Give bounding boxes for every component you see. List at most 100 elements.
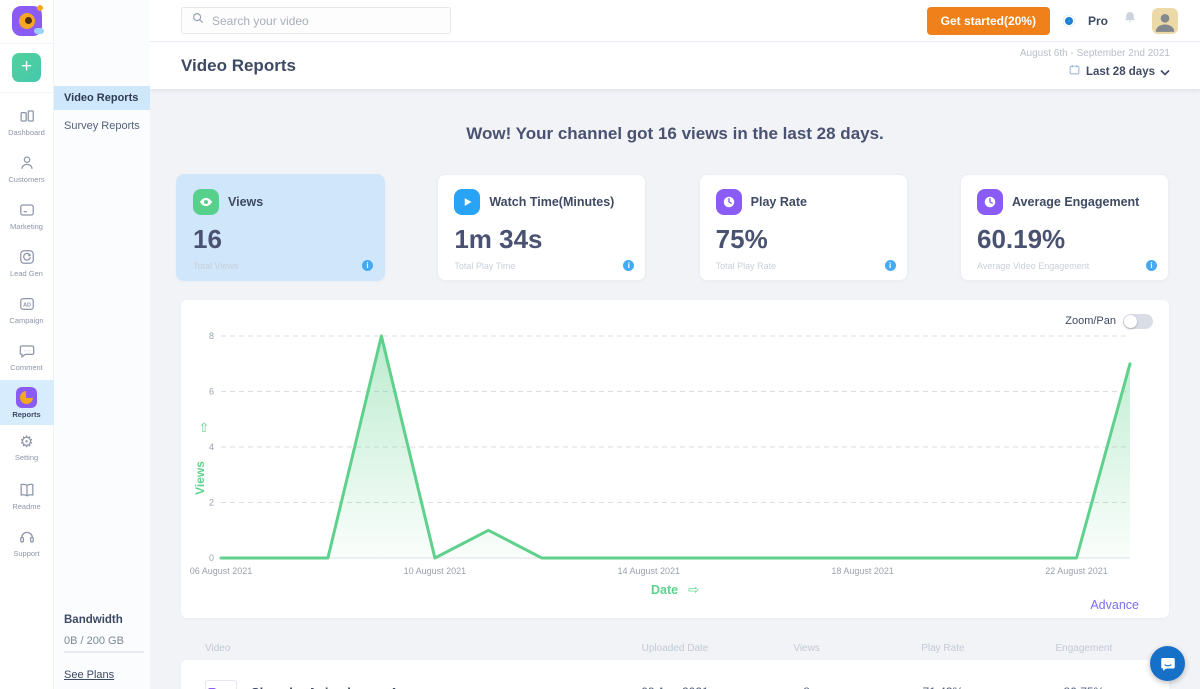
sidebar-item-setting[interactable]: ⚙ Setting xyxy=(14,434,39,463)
card-value: 16 xyxy=(193,224,222,254)
col-play-rate-header: Play Rate xyxy=(921,643,965,654)
svg-text:22 August 2021: 22 August 2021 xyxy=(1045,566,1108,576)
col-video-header: Video xyxy=(205,643,231,654)
page-title: Video Reports xyxy=(181,55,296,75)
watch-time-card[interactable]: Watch Time(Minutes) 1m 34s Total Play Ti… xyxy=(437,174,647,281)
reports-sub-sidebar: Video Reports Survey Reports Bandwidth 0… xyxy=(54,0,150,689)
play-rate-card[interactable]: Play Rate 75% Total Play Rate i xyxy=(698,174,908,281)
show-logo-icon xyxy=(11,5,44,36)
avg-engagement-card[interactable]: Average Engagement 60.19% Average Video … xyxy=(959,174,1169,281)
col-engagement-header: Engagement xyxy=(1055,643,1113,654)
sidebar-item-lead-gen[interactable]: Lead Gen xyxy=(0,239,54,286)
search-box xyxy=(181,7,451,34)
eye-icon xyxy=(193,189,219,215)
zoom-pan-toggle[interactable] xyxy=(1123,313,1153,329)
svg-text:14 August 2021: 14 August 2021 xyxy=(617,566,680,576)
comment-icon: ··· xyxy=(17,341,37,361)
main-column: Get started(20%) Pro Video Reports Augus… xyxy=(150,0,1200,689)
views-chart-card: Zoom/Pan 0 2 4 6 8 06 August 2021 10 August 20… xyxy=(181,300,1169,618)
topbar-right: Get started(20%) Pro xyxy=(926,6,1178,35)
range-selector-dropdown[interactable]: Last 28 days xyxy=(1068,63,1170,81)
views-over-time-chart[interactable]: 0 2 4 6 8 06 August 2021 10 August 2021 14 Augu… xyxy=(181,330,1168,580)
sidebar-item-support[interactable]: Support xyxy=(0,519,54,566)
info-icon[interactable]: i xyxy=(362,260,373,271)
app-logo[interactable] xyxy=(0,0,54,44)
sidebar-item-comment[interactable]: ··· Comment xyxy=(0,333,54,380)
info-icon[interactable]: i xyxy=(1145,260,1157,271)
campaign-ad-icon: AD xyxy=(17,294,37,314)
svg-text:4: 4 xyxy=(209,442,214,452)
report-content: Wow! Your channel got 16 views in the la… xyxy=(150,90,1200,689)
subnav-video-reports[interactable]: Video Reports xyxy=(54,86,150,110)
search-input[interactable] xyxy=(212,13,441,28)
bandwidth-label: Bandwidth xyxy=(64,614,123,626)
zoom-pan-label: Zoom/Pan xyxy=(1065,315,1116,327)
right-arrow-icon[interactable]: ⇨ xyxy=(688,582,699,597)
table-row[interactable]: Show Show by Animaker.mp4 09 Aug 2021 8 … xyxy=(205,670,1145,689)
card-title: Watch Time(Minutes) xyxy=(489,195,615,209)
bell-icon[interactable] xyxy=(1121,9,1139,32)
card-subtitle: Average Video Engagement xyxy=(976,260,1090,271)
page-header: Video Reports August 6th - September 2nd… xyxy=(150,42,1200,90)
views-card[interactable]: Views 16 Total Views i xyxy=(176,174,385,281)
get-started-button[interactable]: Get started(20%) xyxy=(926,6,1050,35)
svg-text:···: ··· xyxy=(23,347,30,354)
sidebar-item-reports[interactable]: Reports xyxy=(0,380,54,425)
card-subtitle: Total Play Time xyxy=(454,260,516,271)
clock-icon xyxy=(976,189,1003,215)
card-value: 1m 34s xyxy=(454,224,543,254)
videos-table-header: Video Uploaded Date Views Play Rate Enga… xyxy=(181,643,1169,654)
card-value: 75% xyxy=(715,224,768,254)
date-range-text: August 6th - September 2nd 2021 xyxy=(1019,48,1170,59)
create-video-button[interactable]: + xyxy=(12,53,41,82)
x-axis-label-row: Date ⇨ xyxy=(181,581,1169,599)
advance-link[interactable]: Advance xyxy=(1090,598,1139,612)
video-title: Show by Animaker.mp4 xyxy=(251,685,396,689)
info-icon[interactable]: i xyxy=(623,260,635,271)
lead-gen-icon xyxy=(17,247,37,267)
topbar: Get started(20%) Pro xyxy=(150,0,1200,42)
video-thumbnail: Show xyxy=(205,680,237,689)
play-rate-cell: 71.43% xyxy=(863,685,1023,689)
sidebar-nav: Dashboard Customers Marketing Lead Gen A… xyxy=(0,98,54,566)
play-icon xyxy=(454,189,481,215)
subnav-survey-reports[interactable]: Survey Reports xyxy=(64,120,140,132)
up-arrow-icon: ⇧ xyxy=(199,420,210,435)
stat-cards: Views 16 Total Views i Watch Time(Minute… xyxy=(176,174,1169,281)
chevron-down-icon xyxy=(1160,63,1170,81)
sidebar-item-campaign[interactable]: AD Campaign xyxy=(0,286,54,333)
svg-text:AD: AD xyxy=(23,302,31,308)
chat-widget-button[interactable] xyxy=(1150,646,1185,681)
sidebar-item-customers[interactable]: Customers xyxy=(0,145,54,192)
zoom-pan-row: Zoom/Pan xyxy=(181,300,1169,330)
card-subtitle: Total Play Rate xyxy=(715,260,777,271)
summary-headline: Wow! Your channel got 16 views in the la… xyxy=(466,124,884,143)
clock-icon xyxy=(715,189,742,215)
col-views-header: Views xyxy=(793,643,820,654)
svg-text:06 August 2021: 06 August 2021 xyxy=(190,566,253,576)
see-plans-link[interactable]: See Plans xyxy=(64,669,115,681)
dashboard-icon xyxy=(17,106,37,126)
sidebar-item-marketing[interactable]: Marketing xyxy=(0,192,54,239)
icon-sidebar: + Dashboard Customers Marketing Lead Gen… xyxy=(0,0,54,689)
card-title: Views xyxy=(228,195,264,209)
svg-text:2: 2 xyxy=(209,498,214,508)
reports-icon xyxy=(16,386,37,408)
plan-label: Pro xyxy=(1087,13,1108,28)
date-range-block: August 6th - September 2nd 2021 Last 28 … xyxy=(1020,48,1170,81)
svg-text:6: 6 xyxy=(209,387,214,397)
bandwidth-usage: 0B / 200 GB xyxy=(64,635,144,653)
book-icon xyxy=(17,480,37,500)
col-uploaded-header: Uploaded Date xyxy=(641,643,709,654)
card-title: Average Engagement xyxy=(1011,195,1140,209)
sidebar-item-readme[interactable]: Readme xyxy=(0,472,54,519)
sidebar-item-dashboard[interactable]: Dashboard xyxy=(0,98,54,145)
card-title: Play Rate xyxy=(750,195,807,209)
card-subtitle: Total Views xyxy=(193,260,239,271)
calendar-icon xyxy=(1068,63,1081,81)
info-icon[interactable]: i xyxy=(884,260,896,271)
y-axis-label: Views xyxy=(193,461,207,495)
views-cell: 8 xyxy=(750,685,863,689)
user-avatar[interactable] xyxy=(1152,7,1178,34)
